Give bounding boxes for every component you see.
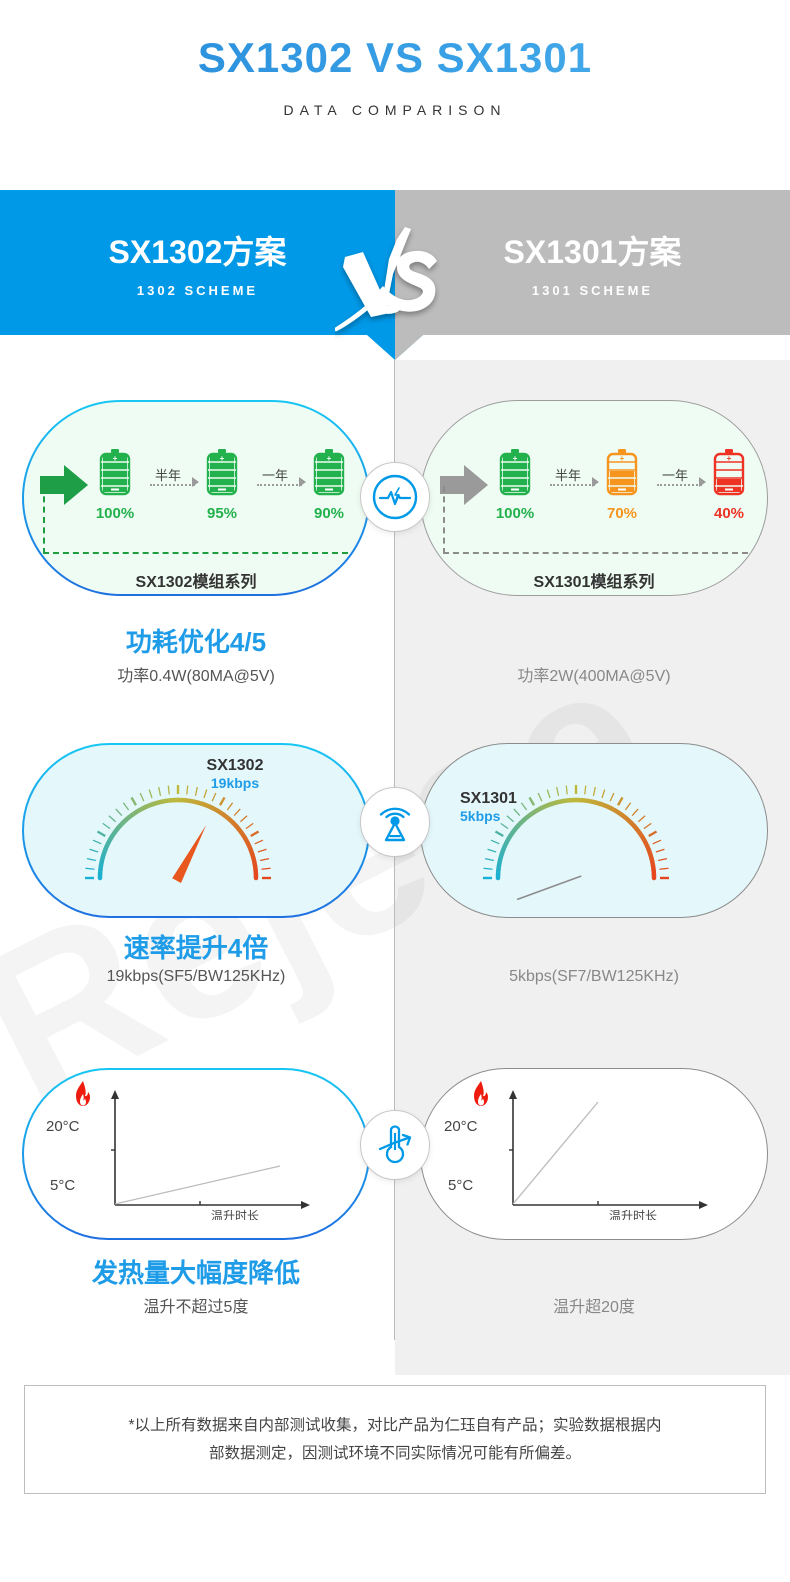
svg-text:+: + — [620, 454, 625, 463]
svg-text:+: + — [220, 454, 225, 463]
svg-text:温升时长: 温升时长 — [211, 1209, 259, 1220]
svg-text:+: + — [513, 454, 518, 463]
svg-text:温升时长: 温升时长 — [609, 1209, 657, 1220]
svg-text:+: + — [727, 454, 732, 463]
svg-text:+: + — [327, 454, 332, 463]
svg-text:+: + — [113, 454, 118, 463]
